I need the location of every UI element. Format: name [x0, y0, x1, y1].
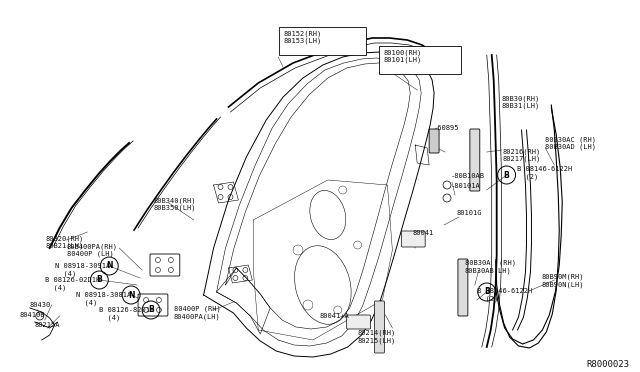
Text: -80B10AB: -80B10AB — [451, 173, 485, 179]
Text: 80430: 80430 — [30, 302, 51, 308]
Text: B: B — [148, 305, 154, 314]
Text: B: B — [97, 276, 102, 285]
Text: 80B30AC (RH)
80B30AD (LH): 80B30AC (RH) 80B30AD (LH) — [545, 136, 596, 150]
Text: 80216(RH)
80217(LH): 80216(RH) 80217(LH) — [502, 148, 541, 162]
FancyBboxPatch shape — [380, 46, 461, 74]
Text: B: B — [484, 288, 490, 296]
Text: -80101A: -80101A — [451, 183, 481, 189]
FancyBboxPatch shape — [374, 301, 385, 353]
Text: R8000023: R8000023 — [586, 360, 629, 369]
Text: B 08146-6122H
  (2): B 08146-6122H (2) — [477, 288, 532, 302]
Text: 80214(RH)
80215(LH): 80214(RH) 80215(LH) — [358, 330, 396, 344]
Text: B: B — [504, 170, 509, 180]
Text: 80152(RH)
80153(LH): 80152(RH) 80153(LH) — [283, 30, 321, 44]
Text: 80100(RH)
80101(LH): 80100(RH) 80101(LH) — [383, 49, 422, 63]
Text: 80101G: 80101G — [457, 210, 483, 216]
Text: 80400P (RH)
80400PA(LH): 80400P (RH) 80400PA(LH) — [174, 306, 221, 320]
FancyBboxPatch shape — [429, 129, 439, 153]
FancyBboxPatch shape — [470, 129, 480, 191]
Text: B 08126-8201H
  (4): B 08126-8201H (4) — [99, 307, 155, 321]
FancyBboxPatch shape — [138, 294, 168, 316]
Text: B 08126-02D1H
  (4): B 08126-02D1H (4) — [45, 277, 100, 291]
Text: 80410B: 80410B — [20, 312, 45, 318]
Text: -60895: -60895 — [434, 125, 460, 131]
Text: 80B400PA(RH)
80400P (LH): 80B400PA(RH) 80400P (LH) — [67, 243, 118, 257]
Text: 80B340(RH)
80B350(LH): 80B340(RH) 80B350(LH) — [154, 197, 196, 211]
Text: N: N — [128, 291, 134, 299]
Text: N 08918-3081A
  (4): N 08918-3081A (4) — [77, 292, 132, 306]
FancyBboxPatch shape — [458, 259, 468, 316]
Text: N 08918-3091A
  (4): N 08918-3091A (4) — [54, 263, 110, 277]
FancyBboxPatch shape — [347, 315, 371, 329]
Text: 80B20(RH)
80B21(LH): 80B20(RH) 80B21(LH) — [45, 235, 84, 249]
FancyBboxPatch shape — [401, 231, 425, 247]
Text: 80B30(RH)
80B31(LH): 80B30(RH) 80B31(LH) — [502, 95, 540, 109]
Text: 80041+A: 80041+A — [320, 313, 349, 319]
Text: B 08146-6122H
  (2): B 08146-6122H (2) — [516, 166, 572, 180]
Text: 80B90M(RH)
80B90N(LH): 80B90M(RH) 80B90N(LH) — [541, 274, 584, 288]
FancyBboxPatch shape — [150, 254, 180, 276]
Text: N: N — [106, 262, 113, 270]
Text: 80B30A  (RH)
80B30AB(LH): 80B30A (RH) 80B30AB(LH) — [465, 260, 516, 274]
FancyBboxPatch shape — [279, 27, 365, 55]
Text: 80041: 80041 — [412, 230, 433, 236]
Text: 80215A: 80215A — [35, 322, 60, 328]
